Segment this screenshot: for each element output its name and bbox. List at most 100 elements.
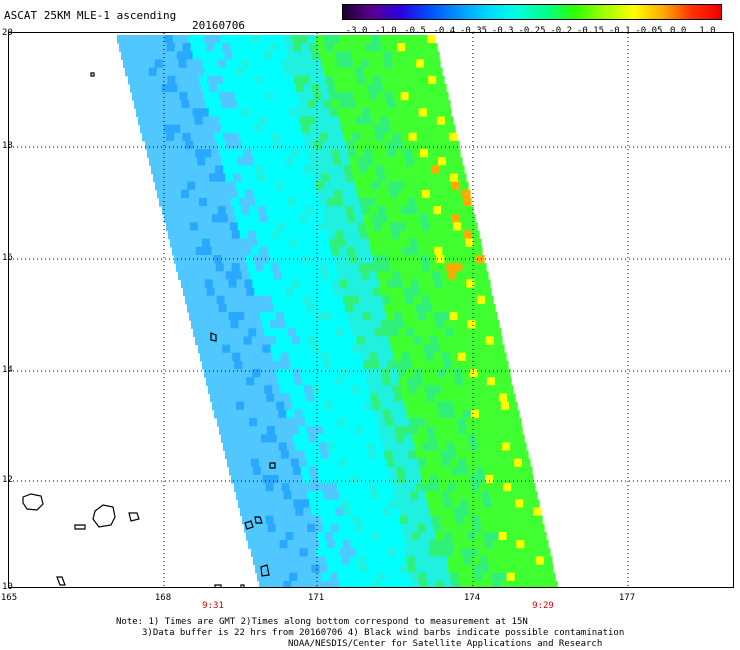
swath-cell bbox=[457, 523, 466, 533]
swath-cell bbox=[458, 426, 467, 435]
swath-cell bbox=[167, 165, 176, 175]
swath-cell bbox=[293, 320, 303, 329]
swath-cell bbox=[458, 572, 468, 582]
swath-cell bbox=[289, 108, 299, 117]
swath-cell bbox=[322, 426, 332, 435]
swath-cell bbox=[256, 295, 265, 305]
swath-cell bbox=[225, 173, 234, 183]
swath-cell bbox=[397, 189, 407, 199]
swath-cell bbox=[342, 295, 352, 305]
swath-cell bbox=[356, 336, 366, 346]
swath-cell bbox=[233, 271, 243, 280]
swath-cell bbox=[397, 222, 406, 232]
swath-cell bbox=[275, 67, 285, 77]
swath-cell bbox=[429, 43, 438, 52]
swath-cell bbox=[339, 149, 349, 158]
swath-cell bbox=[330, 140, 339, 150]
swath-cell bbox=[396, 320, 405, 329]
swath-cell bbox=[447, 230, 456, 240]
swath-cell bbox=[462, 377, 472, 386]
swath-cell bbox=[389, 369, 398, 378]
swath-cell bbox=[191, 230, 201, 240]
swath-cell bbox=[325, 222, 335, 232]
swath-cell bbox=[479, 556, 488, 566]
swath-cell bbox=[299, 548, 309, 557]
swath-cell bbox=[396, 548, 406, 557]
swath-cell bbox=[514, 532, 523, 541]
swath-cell bbox=[276, 100, 285, 109]
swath-cell bbox=[480, 523, 490, 533]
swath-cell bbox=[538, 572, 548, 582]
latitude-label: 10 bbox=[2, 582, 13, 592]
swath-cell bbox=[323, 149, 333, 158]
swath-cell bbox=[426, 140, 436, 150]
swath-cell bbox=[357, 75, 366, 85]
swath-cell bbox=[445, 369, 455, 378]
swath-cell bbox=[350, 442, 360, 452]
swath-cell bbox=[388, 336, 398, 346]
swath-cell bbox=[212, 312, 222, 321]
swath-cell bbox=[450, 426, 459, 435]
swath-cell bbox=[436, 548, 446, 557]
swath-cell bbox=[214, 344, 223, 354]
swath-cell bbox=[317, 189, 327, 199]
swath-cell bbox=[284, 401, 293, 411]
swath-cell bbox=[431, 165, 441, 175]
swath-cell bbox=[214, 43, 223, 52]
swath-cell bbox=[251, 181, 260, 191]
swath-cell bbox=[285, 157, 294, 166]
swath-cell bbox=[374, 263, 384, 272]
swath-cell bbox=[411, 214, 420, 223]
swath-cell bbox=[216, 83, 226, 93]
swath-cell bbox=[483, 320, 492, 329]
swath-cell bbox=[540, 580, 550, 587]
swath-cell bbox=[335, 295, 344, 305]
swath-cell bbox=[443, 287, 453, 297]
swath-cell bbox=[458, 458, 467, 468]
swath-cell bbox=[254, 442, 264, 452]
swath-cell bbox=[419, 360, 429, 370]
swath-cell bbox=[414, 377, 424, 386]
swath-cell bbox=[233, 417, 242, 427]
swath-cell bbox=[334, 540, 344, 549]
swath-cell bbox=[436, 499, 445, 509]
swath-cell bbox=[198, 132, 208, 142]
swath-cell bbox=[416, 450, 425, 460]
swath-cell bbox=[485, 507, 495, 517]
swath-cell bbox=[228, 401, 237, 411]
swath-cell bbox=[374, 540, 383, 549]
swath-cell bbox=[418, 491, 427, 500]
swath-cell bbox=[524, 580, 534, 587]
swath-cell bbox=[438, 263, 447, 272]
island-outline bbox=[56, 576, 66, 586]
swath-cell bbox=[227, 426, 236, 435]
swath-cell bbox=[416, 92, 425, 101]
swath-cell bbox=[267, 181, 276, 191]
swath-cell bbox=[407, 197, 416, 207]
swath-cell bbox=[333, 556, 343, 566]
swath-cell bbox=[364, 466, 374, 476]
swath-cell bbox=[330, 458, 340, 468]
swath-cell bbox=[255, 507, 265, 517]
swath-cell bbox=[212, 279, 222, 289]
swath-cell bbox=[220, 67, 229, 77]
swath-cell bbox=[297, 303, 307, 313]
swath-cell bbox=[498, 532, 508, 541]
swath-cell bbox=[352, 132, 361, 142]
swath-cell bbox=[416, 483, 425, 492]
swath-cell bbox=[464, 385, 474, 394]
swath-cell bbox=[268, 312, 277, 321]
swath-cell bbox=[356, 287, 366, 297]
swath-cell bbox=[368, 385, 378, 394]
swath-cell bbox=[418, 67, 427, 77]
swath-cell bbox=[327, 132, 337, 142]
swath-cell bbox=[433, 523, 442, 533]
swath-cell bbox=[431, 230, 440, 240]
swath-cell bbox=[452, 401, 462, 411]
swath-cell bbox=[238, 43, 247, 52]
swath-cell bbox=[385, 572, 395, 582]
swath-cell bbox=[283, 214, 293, 223]
swath-cell bbox=[418, 246, 427, 256]
swath-cell bbox=[333, 222, 343, 232]
swath-cell bbox=[369, 92, 378, 101]
